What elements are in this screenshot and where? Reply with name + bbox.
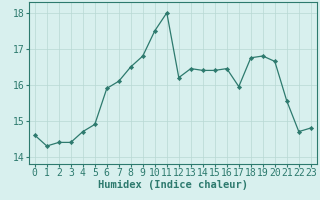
X-axis label: Humidex (Indice chaleur): Humidex (Indice chaleur)	[98, 180, 248, 190]
